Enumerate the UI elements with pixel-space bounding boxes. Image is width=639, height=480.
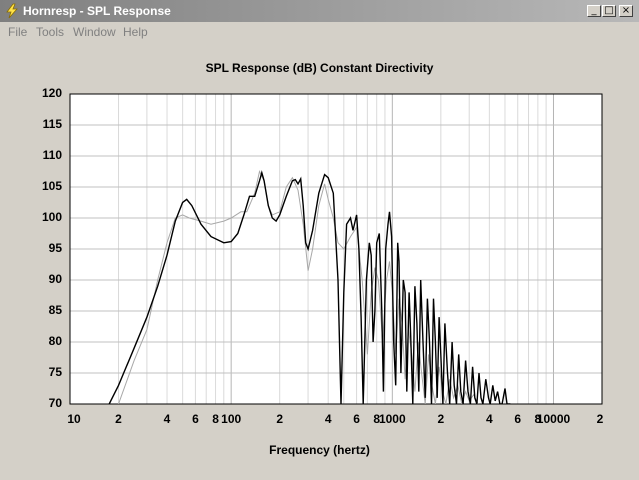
x-tick-label: 4 bbox=[324, 412, 332, 426]
x-axis-label: Frequency (hertz) bbox=[269, 443, 370, 457]
y-tick-label: 95 bbox=[48, 241, 62, 255]
x-tick-label: 6 bbox=[353, 412, 360, 426]
lightning-bolt-icon bbox=[6, 3, 18, 19]
x-tick-label: 2 bbox=[276, 412, 284, 426]
y-tick-label: 110 bbox=[42, 148, 62, 162]
series-line-0 bbox=[108, 170, 511, 404]
plot-border bbox=[69, 93, 603, 405]
x-tick-label: 8 bbox=[534, 412, 542, 426]
y-tick-label: 115 bbox=[42, 117, 62, 131]
x-tick-label: 100 bbox=[221, 412, 242, 426]
menu-bar: File Tools Window Help bbox=[0, 22, 639, 41]
minimize-button[interactable]: _ bbox=[587, 5, 601, 17]
series-line-1 bbox=[118, 170, 479, 404]
x-tick-label: 2 bbox=[437, 412, 445, 426]
x-tick-label: 10 bbox=[67, 412, 81, 426]
menu-file[interactable]: File bbox=[8, 25, 28, 39]
y-tick-label: 90 bbox=[48, 272, 62, 286]
y-tick-label: 100 bbox=[41, 210, 62, 224]
y-tick-label: 80 bbox=[48, 334, 62, 348]
menu-tools[interactable]: Tools bbox=[36, 25, 65, 39]
close-button[interactable]: × bbox=[619, 5, 633, 17]
window-title: Hornresp - SPL Response bbox=[23, 4, 171, 18]
x-tick-label: 4 bbox=[163, 412, 171, 426]
y-tick-label: 70 bbox=[48, 396, 62, 410]
x-tick-label: 8 bbox=[212, 412, 219, 426]
y-tick-label: 120 bbox=[41, 86, 62, 100]
x-tick-label: 8 bbox=[373, 412, 381, 426]
y-tick-label: 75 bbox=[48, 365, 62, 379]
x-tick-label: 6 bbox=[192, 412, 199, 426]
x-tick-label: 6 bbox=[514, 412, 522, 426]
x-tick-label: 10000 bbox=[536, 412, 571, 426]
x-tick-label: 1000 bbox=[378, 412, 406, 426]
menu-help[interactable]: Help bbox=[123, 25, 148, 39]
menu-window[interactable]: Window bbox=[73, 25, 116, 39]
x-tick-label: 2 bbox=[596, 412, 604, 426]
x-tick-label: 4 bbox=[486, 412, 493, 426]
x-tick-label: 2 bbox=[115, 412, 122, 426]
maximize-button[interactable]: □ bbox=[602, 5, 616, 17]
y-tick-label: 105 bbox=[41, 179, 62, 193]
chart-title: SPL Response (dB) Constant Directivity bbox=[205, 61, 434, 75]
y-tick-label: 85 bbox=[48, 303, 62, 317]
title-bar[interactable]: Hornresp - SPL Response _ □ × bbox=[0, 0, 639, 22]
